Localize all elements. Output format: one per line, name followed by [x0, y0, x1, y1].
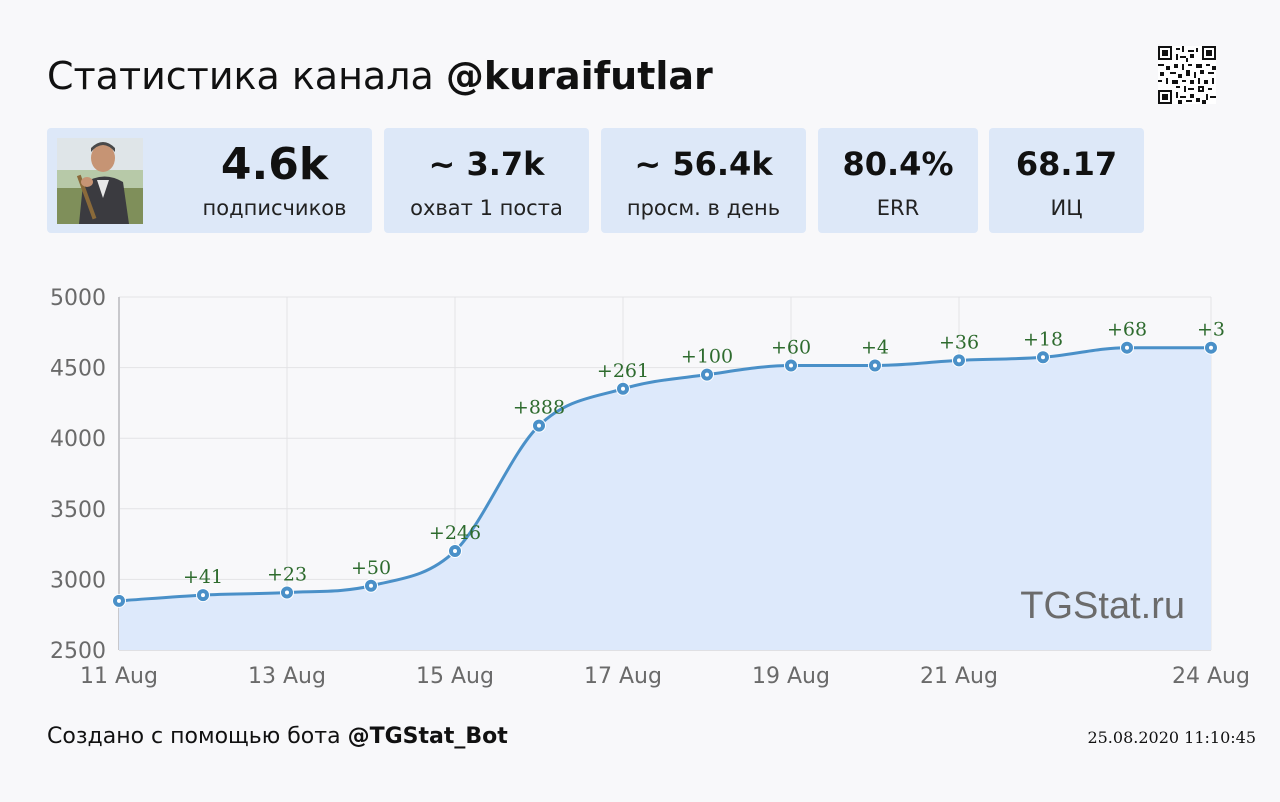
x-tick-label-2: 13 Aug — [248, 664, 326, 689]
data-label-13: +3 — [1197, 319, 1225, 341]
y-tick-label-4: 4500 — [50, 357, 106, 382]
stat-card-daily-views: ~ 56.4k просм. в день — [601, 128, 806, 233]
y-tick-label-5: 5000 — [50, 286, 106, 311]
reach-value: ~ 3.7k — [428, 145, 545, 183]
data-label-2: +23 — [267, 564, 307, 586]
channel-handle[interactable]: @kuraifutlar — [445, 54, 713, 98]
data-label-3: +50 — [351, 557, 391, 579]
err-value: 80.4% — [842, 145, 954, 183]
x-tick-label-6: 17 Aug — [584, 664, 662, 689]
data-label-1: +41 — [183, 566, 223, 588]
chart-y-ticks: 2500 3000 3500 4000 4500 5000 — [50, 286, 106, 664]
data-point-center-5 — [537, 423, 541, 428]
data-point-center-12 — [1125, 345, 1129, 350]
chart-area — [119, 347, 1211, 650]
stat-card-reach: ~ 3.7k охват 1 поста — [384, 128, 589, 233]
footer-timestamp: 25.08.2020 11:10:45 — [1087, 728, 1256, 747]
data-label-11: +18 — [1023, 328, 1063, 350]
qr-code-icon — [1158, 46, 1216, 104]
daily-views-label: просм. в день — [626, 196, 781, 220]
data-point-center-13 — [1209, 345, 1213, 350]
x-tick-label-4: 15 Aug — [416, 664, 494, 689]
page-title: Статистика канала @kuraifutlar — [47, 52, 713, 100]
y-tick-label-0: 2500 — [50, 639, 106, 664]
y-tick-label-2: 3500 — [50, 498, 106, 523]
subscribers-label: подписчиков — [202, 196, 347, 220]
footer-created-prefix: Создано с помощью бота — [47, 724, 341, 749]
data-label-5: +888 — [513, 397, 565, 419]
data-point-center-0 — [117, 598, 121, 603]
daily-views-value: ~ 56.4k — [634, 145, 773, 183]
citation-index-value: 68.17 — [1015, 145, 1118, 183]
x-tick-label-8: 19 Aug — [752, 664, 830, 689]
subscribers-chart: +41 +23 +50 +246 +888 +261 +100 +60 +4 +36 +18 +68 +… — [50, 286, 1250, 689]
data-point-center-11 — [1041, 355, 1045, 360]
footer-bot-handle[interactable]: @TGStat_Bot — [347, 724, 508, 749]
data-label-4: +246 — [429, 522, 481, 544]
y-tick-label-1: 3000 — [50, 568, 106, 593]
y-tick-label-3: 4000 — [50, 427, 106, 452]
title-prefix: Статистика канала — [47, 54, 434, 98]
data-point-center-7 — [705, 372, 709, 377]
citation-index-label: ИЦ — [1050, 196, 1083, 220]
data-label-9: +4 — [861, 336, 889, 358]
reach-label: охват 1 поста — [410, 196, 563, 220]
data-point-center-6 — [621, 386, 625, 391]
x-tick-label-10: 21 Aug — [920, 664, 998, 689]
chart-line — [118, 346, 1211, 603]
data-point-center-9 — [873, 363, 877, 368]
x-tick-label-13: 24 Aug — [1172, 664, 1250, 689]
err-label: ERR — [876, 196, 920, 220]
chart-points — [112, 340, 1218, 608]
chart-point-labels: +41 +23 +50 +246 +888 +261 +100 +60 +4 +36 +18 +68 +… — [183, 319, 1225, 588]
chart-x-ticks: 11 Aug 13 Aug 15 Aug 17 Aug 19 Aug 21 Aug 24 A… — [80, 664, 1250, 689]
data-point-center-8 — [789, 363, 793, 368]
data-point-center-4 — [453, 549, 457, 554]
data-label-8: +60 — [771, 336, 811, 358]
data-label-7: +100 — [681, 346, 733, 368]
footer-credit: Создано с помощью бота @TGStat_Bot — [47, 722, 508, 752]
data-label-12: +68 — [1107, 319, 1147, 341]
stat-card-err: 80.4% ERR — [818, 128, 978, 233]
data-point-center-2 — [285, 590, 289, 595]
data-point-center-3 — [369, 583, 373, 588]
avatar — [57, 138, 143, 224]
x-tick-label-0: 11 Aug — [80, 664, 158, 689]
subscribers-value: 4.6k — [220, 139, 329, 190]
data-label-10: +36 — [939, 331, 979, 353]
watermark: TGStat.ru — [1020, 585, 1185, 627]
data-point-center-10 — [957, 358, 961, 363]
data-label-6: +261 — [597, 360, 649, 382]
stat-card-citation-index: 68.17 ИЦ — [989, 128, 1144, 233]
stat-card-subscribers: 4.6k подписчиков — [47, 128, 372, 233]
data-point-center-1 — [201, 593, 205, 598]
